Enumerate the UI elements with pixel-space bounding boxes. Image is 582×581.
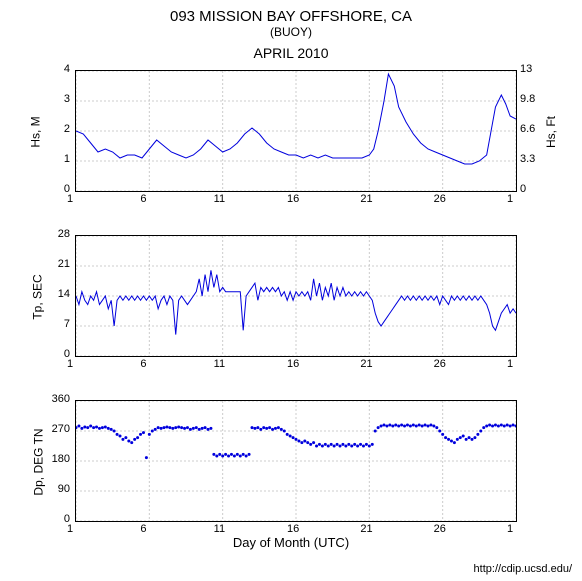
ytick-label: 14 [40, 288, 70, 300]
xtick-label: 6 [140, 523, 146, 535]
xtick-label: 26 [434, 193, 446, 205]
xaxis-label: Day of Month (UTC) [0, 535, 582, 550]
xtick-label: 26 [434, 523, 446, 535]
ytick-label: 0 [40, 183, 70, 195]
ytick-label: 0 [40, 348, 70, 360]
xtick-label: 1 [67, 523, 73, 535]
xtick-label: 16 [287, 523, 299, 535]
ytick-label: 90 [40, 483, 70, 495]
month-title: APRIL 2010 [0, 45, 582, 61]
ytick-label-right: 0 [520, 183, 526, 195]
xtick-label: 6 [140, 358, 146, 370]
ytick-label-right: 6.6 [520, 123, 535, 135]
ytick-label: 270 [40, 423, 70, 435]
chart1-ylabel-right: Hs, Ft [544, 116, 558, 148]
xtick-label: 1 [507, 523, 513, 535]
chart3-area [75, 400, 517, 522]
xtick-label: 11 [214, 523, 225, 535]
ytick-label-right: 3.3 [520, 153, 535, 165]
ytick-label: 360 [40, 393, 70, 405]
xtick-label: 1 [67, 358, 73, 370]
xtick-label: 26 [434, 358, 446, 370]
ytick-label: 180 [40, 453, 70, 465]
ytick-label: 21 [40, 258, 70, 270]
ytick-label: 28 [40, 228, 70, 240]
subtitle: (BUOY) [0, 25, 582, 39]
ytick-label: 0 [40, 513, 70, 525]
xtick-label: 6 [140, 193, 146, 205]
ytick-label: 7 [40, 318, 70, 330]
main-title: 093 MISSION BAY OFFSHORE, CA [0, 0, 582, 25]
credit-url: http://cdip.ucsd.edu/ [474, 563, 572, 575]
ytick-label: 2 [40, 123, 70, 135]
ytick-label: 4 [40, 63, 70, 75]
xtick-label: 1 [507, 193, 513, 205]
xtick-label: 21 [360, 358, 372, 370]
xtick-label: 21 [360, 523, 372, 535]
chart2-area [75, 235, 517, 357]
xtick-label: 16 [287, 358, 299, 370]
xtick-label: 1 [67, 193, 73, 205]
xtick-label: 11 [214, 358, 225, 370]
ytick-label-right: 13 [520, 63, 532, 75]
xtick-label: 16 [287, 193, 299, 205]
ytick-label: 3 [40, 93, 70, 105]
ytick-label: 1 [40, 153, 70, 165]
chart-container: 093 MISSION BAY OFFSHORE, CA (BUOY) APRI… [0, 0, 582, 581]
xtick-label: 1 [507, 358, 513, 370]
xtick-label: 21 [360, 193, 372, 205]
chart1-area [75, 70, 517, 192]
ytick-label-right: 9.8 [520, 93, 535, 105]
xtick-label: 11 [214, 193, 225, 205]
